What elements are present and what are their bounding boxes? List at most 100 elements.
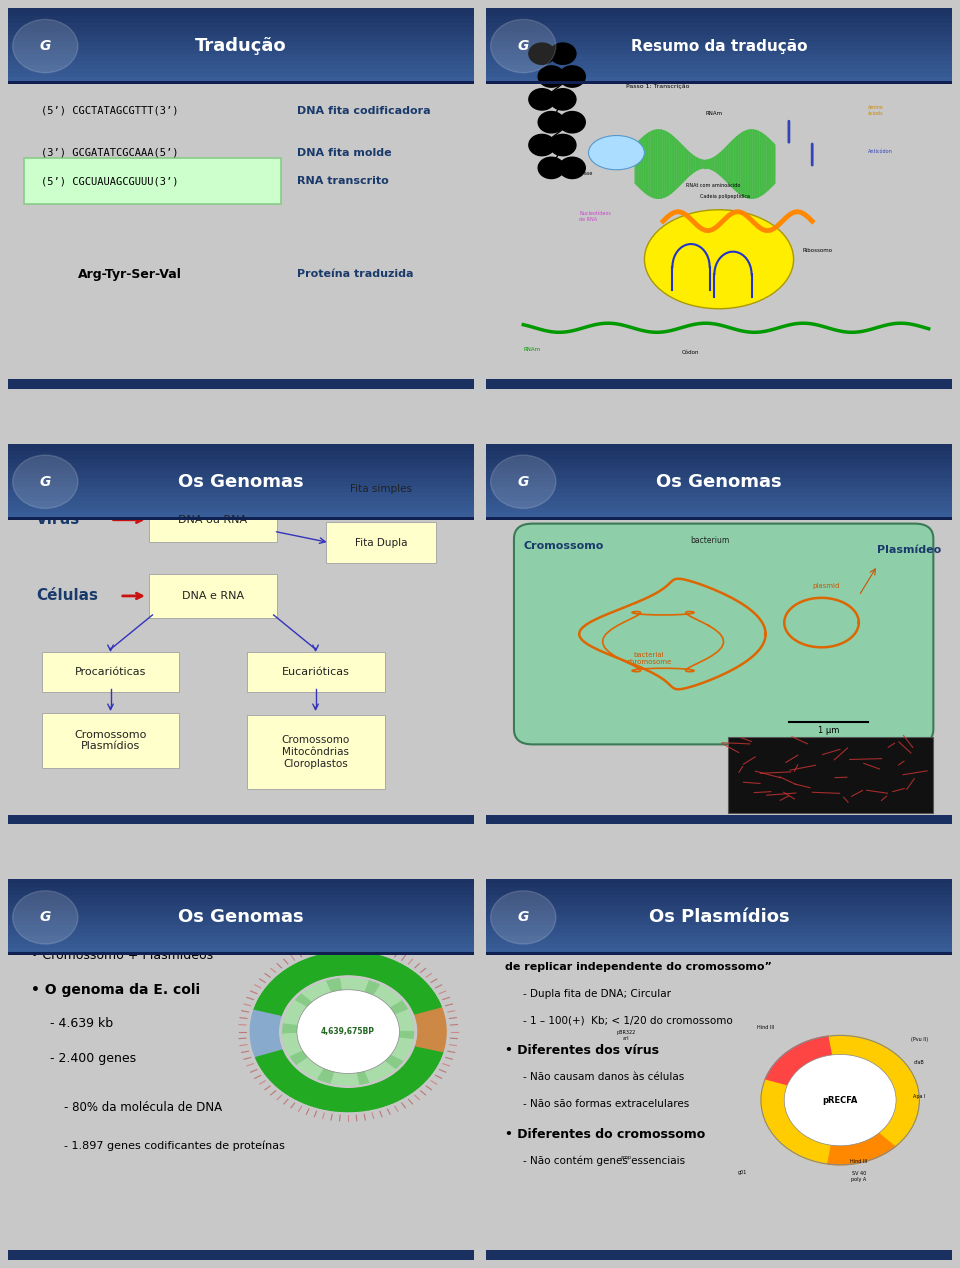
FancyBboxPatch shape xyxy=(486,474,952,478)
FancyBboxPatch shape xyxy=(8,455,474,459)
Polygon shape xyxy=(383,993,395,1002)
Polygon shape xyxy=(376,1065,386,1075)
Polygon shape xyxy=(396,1016,411,1019)
Polygon shape xyxy=(283,1022,298,1026)
Polygon shape xyxy=(418,1022,445,1026)
Polygon shape xyxy=(286,1013,300,1018)
Polygon shape xyxy=(270,1066,294,1082)
Polygon shape xyxy=(301,993,313,1002)
Polygon shape xyxy=(376,988,386,998)
Text: Fita simples: Fita simples xyxy=(349,484,412,495)
Polygon shape xyxy=(342,979,345,990)
FancyBboxPatch shape xyxy=(486,913,952,918)
Polygon shape xyxy=(399,1036,413,1038)
Polygon shape xyxy=(396,1012,410,1017)
Polygon shape xyxy=(410,995,437,1007)
Polygon shape xyxy=(267,985,291,1000)
Polygon shape xyxy=(270,981,294,997)
FancyBboxPatch shape xyxy=(486,72,952,76)
FancyBboxPatch shape xyxy=(486,952,952,956)
Polygon shape xyxy=(356,952,363,975)
Polygon shape xyxy=(387,1059,398,1066)
Polygon shape xyxy=(359,952,366,975)
FancyBboxPatch shape xyxy=(486,486,952,489)
Polygon shape xyxy=(754,129,756,198)
Polygon shape xyxy=(251,1031,278,1033)
Polygon shape xyxy=(300,1060,311,1069)
Text: Hind III: Hind III xyxy=(851,1159,868,1164)
Polygon shape xyxy=(292,965,310,985)
Polygon shape xyxy=(326,954,334,976)
Polygon shape xyxy=(306,1064,316,1073)
Polygon shape xyxy=(262,992,288,1004)
Text: Eucarióticas: Eucarióticas xyxy=(281,667,349,677)
FancyBboxPatch shape xyxy=(8,909,474,913)
Polygon shape xyxy=(728,143,730,185)
Polygon shape xyxy=(370,955,381,978)
Polygon shape xyxy=(287,1077,306,1096)
Polygon shape xyxy=(408,1059,434,1073)
Polygon shape xyxy=(393,1004,405,1012)
Polygon shape xyxy=(263,989,289,1003)
FancyBboxPatch shape xyxy=(8,38,474,42)
Polygon shape xyxy=(723,148,725,180)
Polygon shape xyxy=(370,983,377,994)
Polygon shape xyxy=(378,1065,388,1075)
Polygon shape xyxy=(399,1035,414,1037)
Polygon shape xyxy=(298,997,309,1006)
Polygon shape xyxy=(254,1049,282,1058)
Polygon shape xyxy=(392,1052,404,1060)
FancyBboxPatch shape xyxy=(8,474,474,478)
Polygon shape xyxy=(258,998,284,1009)
Text: Os Genomas: Os Genomas xyxy=(179,908,303,927)
Polygon shape xyxy=(393,1051,406,1058)
FancyBboxPatch shape xyxy=(8,463,474,467)
Text: g01: g01 xyxy=(737,1170,747,1175)
Polygon shape xyxy=(361,1071,366,1083)
FancyBboxPatch shape xyxy=(325,469,436,510)
Polygon shape xyxy=(344,979,347,990)
Text: DNA
dupla
hélice: DNA dupla hélice xyxy=(495,38,512,55)
FancyBboxPatch shape xyxy=(8,508,474,512)
Polygon shape xyxy=(739,133,742,195)
FancyBboxPatch shape xyxy=(486,933,952,937)
Polygon shape xyxy=(402,980,425,997)
Polygon shape xyxy=(349,979,351,990)
Polygon shape xyxy=(390,1055,402,1063)
Polygon shape xyxy=(374,1068,383,1078)
Polygon shape xyxy=(372,1085,384,1107)
Polygon shape xyxy=(761,1080,831,1164)
FancyBboxPatch shape xyxy=(8,1250,474,1260)
Polygon shape xyxy=(399,1069,421,1087)
Polygon shape xyxy=(756,131,758,198)
Polygon shape xyxy=(283,1025,298,1027)
Text: - 2.400 genes: - 2.400 genes xyxy=(50,1051,136,1065)
Polygon shape xyxy=(251,1035,278,1038)
Circle shape xyxy=(550,43,576,65)
Polygon shape xyxy=(390,1000,402,1008)
Polygon shape xyxy=(396,973,417,992)
Polygon shape xyxy=(414,1050,442,1059)
Polygon shape xyxy=(397,1018,412,1022)
Polygon shape xyxy=(286,1044,300,1049)
FancyBboxPatch shape xyxy=(149,574,277,618)
Text: - Não causam danos às células: - Não causam danos às células xyxy=(523,1073,684,1083)
Text: Amino
áciods: Amino áciods xyxy=(868,105,884,115)
Polygon shape xyxy=(410,1056,437,1068)
FancyBboxPatch shape xyxy=(486,27,952,30)
Polygon shape xyxy=(718,152,720,175)
Polygon shape xyxy=(396,1046,410,1051)
FancyBboxPatch shape xyxy=(8,34,474,38)
Polygon shape xyxy=(388,998,399,1006)
Polygon shape xyxy=(338,1088,344,1111)
FancyBboxPatch shape xyxy=(486,886,952,890)
FancyBboxPatch shape xyxy=(8,448,474,451)
Polygon shape xyxy=(320,955,330,976)
Polygon shape xyxy=(318,984,325,994)
FancyBboxPatch shape xyxy=(8,49,474,53)
FancyBboxPatch shape xyxy=(8,11,474,15)
Polygon shape xyxy=(415,1047,443,1056)
Polygon shape xyxy=(352,1088,357,1112)
Polygon shape xyxy=(370,1069,377,1080)
Polygon shape xyxy=(397,975,420,993)
